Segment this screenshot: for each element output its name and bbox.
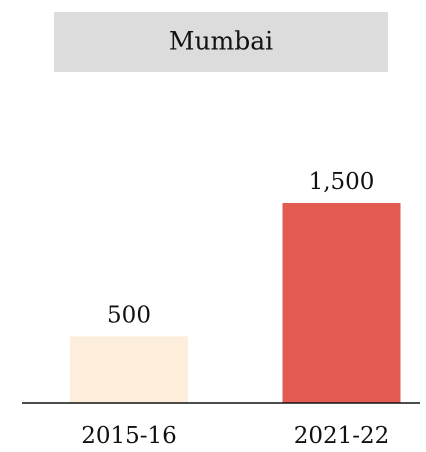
value-label: 1,500 <box>309 169 375 195</box>
bar <box>70 336 188 403</box>
x-tick-label: 2021-22 <box>294 423 390 449</box>
value-label: 500 <box>107 302 151 328</box>
chart-title: Mumbai <box>169 27 273 56</box>
x-tick-label: 2015-16 <box>81 423 177 449</box>
bar <box>282 203 401 403</box>
title-box <box>54 12 388 72</box>
